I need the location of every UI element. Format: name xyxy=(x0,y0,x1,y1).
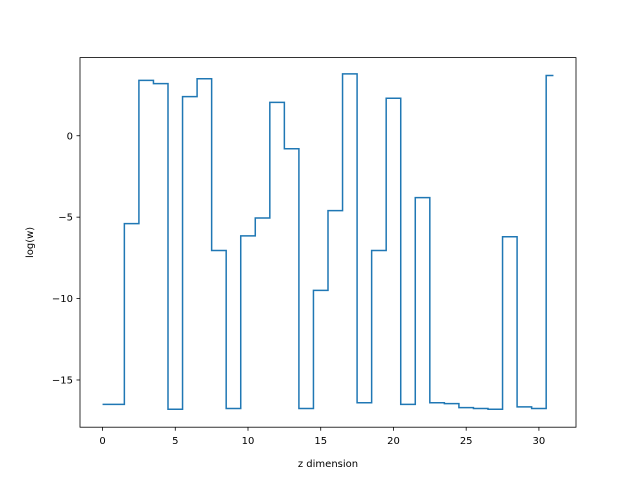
x-tick-label: 20 xyxy=(387,436,400,447)
y-tick-label: −15 xyxy=(52,375,73,386)
y-axis-ticks: −15 −10 −5 0 xyxy=(52,131,80,386)
y-tick-label: 0 xyxy=(67,131,73,142)
x-tick-label: 0 xyxy=(99,436,105,447)
x-tick-label: 10 xyxy=(242,436,255,447)
plot-frame xyxy=(79,57,577,428)
x-tick-label: 15 xyxy=(314,436,327,447)
x-tick-label: 25 xyxy=(460,436,473,447)
x-axis-ticks: 0 5 10 15 20 25 30 xyxy=(99,427,545,447)
y-tick-label: −10 xyxy=(52,294,73,305)
x-tick-label: 30 xyxy=(533,436,546,447)
series-layer xyxy=(102,73,554,411)
y-axis-label: log(w) xyxy=(25,227,36,258)
x-axis-label: z dimension xyxy=(298,459,358,470)
x-tick-label: 5 xyxy=(172,436,178,447)
series-line-0 xyxy=(102,73,554,411)
y-tick-label: −5 xyxy=(58,213,73,224)
